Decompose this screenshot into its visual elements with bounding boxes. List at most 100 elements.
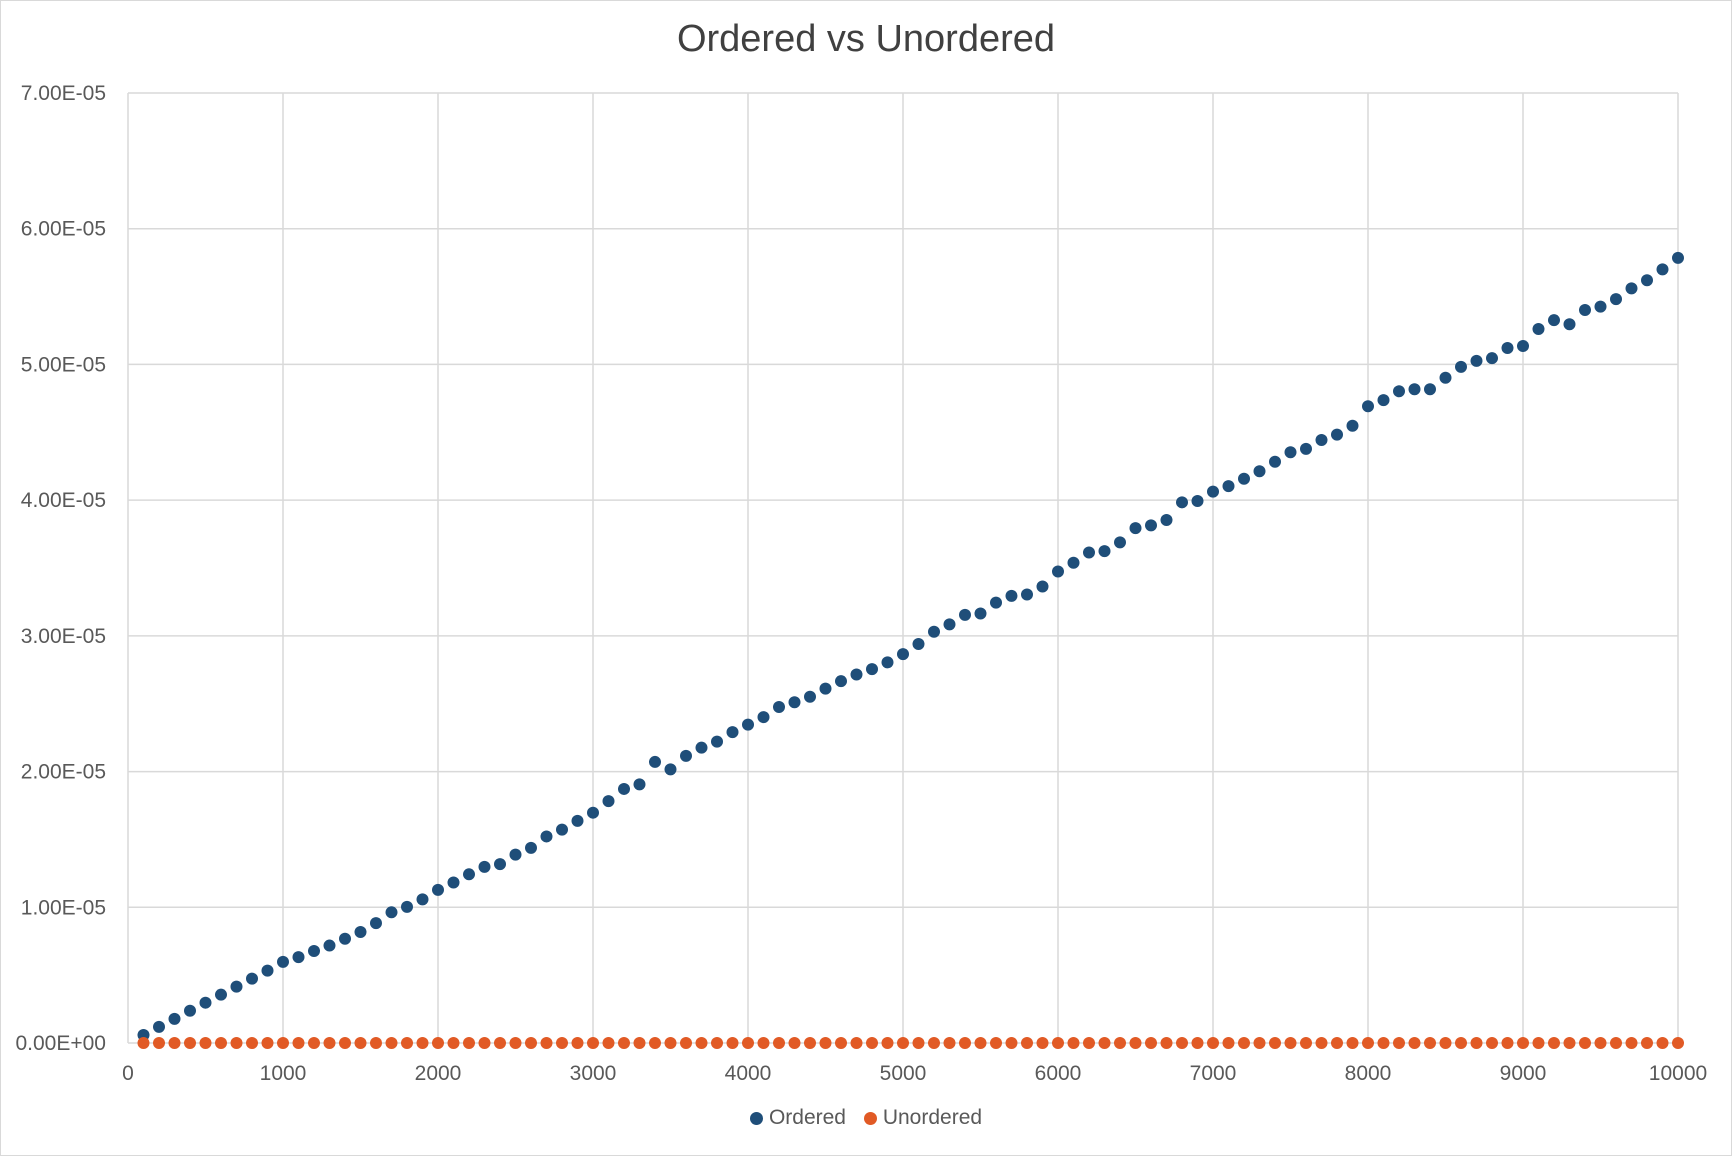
x-tick-label: 6000 (1035, 1062, 1082, 1085)
x-tick-label: 3000 (570, 1062, 617, 1085)
point-ordered (1067, 556, 1080, 569)
point-unordered (261, 1037, 274, 1049)
point-ordered (788, 696, 801, 709)
x-tick-label: 10000 (1649, 1062, 1707, 1085)
point-ordered (1517, 339, 1529, 352)
point-ordered (1098, 545, 1111, 558)
point-unordered (401, 1037, 413, 1049)
point-ordered (525, 841, 537, 854)
point-unordered (649, 1037, 661, 1049)
point-unordered (1114, 1037, 1126, 1049)
point-unordered (1160, 1037, 1173, 1049)
chart-title: Ordered vs Unordered (676, 18, 1056, 60)
point-unordered (354, 1037, 367, 1049)
point-unordered (1486, 1037, 1498, 1049)
point-ordered (1408, 383, 1421, 396)
point-unordered (1238, 1037, 1250, 1049)
y-tick-label: 4.00E-05 (21, 489, 106, 512)
point-unordered (866, 1037, 878, 1049)
point-unordered (1362, 1037, 1374, 1049)
point-ordered (649, 755, 661, 768)
point-ordered (385, 906, 398, 919)
y-axis-ticks: 0.00E+00 1.00E-05 2.00E-05 3.00E-05 4.00E-05… (15, 82, 106, 1055)
point-unordered (695, 1037, 708, 1049)
x-tick-label: 9000 (1500, 1062, 1547, 1085)
point-ordered (1532, 323, 1545, 336)
y-tick-label: 7.00E-05 (21, 82, 106, 105)
point-ordered (1579, 304, 1591, 317)
legend-label-unordered: Unordered (882, 1106, 983, 1129)
x-tick-label: 0 (122, 1062, 134, 1085)
point-unordered (1532, 1037, 1545, 1049)
point-ordered (184, 1004, 196, 1017)
point-unordered (339, 1037, 351, 1049)
point-ordered (1114, 536, 1126, 549)
point-unordered (819, 1037, 832, 1049)
point-unordered (1067, 1037, 1080, 1049)
point-ordered (1424, 383, 1436, 396)
point-ordered (1083, 546, 1095, 559)
point-ordered (1207, 485, 1219, 498)
y-tick-label: 0.00E+00 (15, 1032, 106, 1055)
point-ordered (897, 648, 909, 661)
point-ordered (618, 782, 630, 795)
point-unordered (974, 1037, 987, 1049)
point-unordered (525, 1037, 537, 1049)
point-ordered (974, 607, 987, 620)
point-ordered (556, 823, 568, 836)
point-unordered (1052, 1037, 1064, 1049)
point-ordered (587, 806, 599, 819)
point-ordered (401, 900, 413, 913)
point-unordered (1300, 1037, 1312, 1049)
point-ordered (432, 883, 444, 896)
point-ordered (695, 741, 708, 754)
point-unordered (680, 1037, 692, 1049)
point-unordered (1501, 1037, 1514, 1049)
point-ordered (199, 996, 212, 1009)
point-unordered (1021, 1037, 1033, 1049)
point-ordered (416, 893, 429, 906)
point-unordered (664, 1037, 677, 1049)
point-ordered (354, 925, 367, 938)
point-unordered (602, 1037, 615, 1049)
point-unordered (773, 1037, 785, 1049)
data-points (137, 251, 1684, 1049)
point-ordered (726, 726, 739, 739)
point-unordered (788, 1037, 801, 1049)
point-ordered (602, 795, 615, 808)
point-ordered (959, 608, 971, 621)
point-unordered (447, 1037, 460, 1049)
legend: Ordered Unordered (0, 1106, 1732, 1131)
point-unordered (633, 1037, 646, 1049)
point-ordered (1036, 580, 1049, 593)
point-unordered (1083, 1037, 1095, 1049)
y-tick-label: 5.00E-05 (21, 353, 106, 376)
point-ordered (215, 988, 227, 1001)
point-ordered (1439, 371, 1452, 384)
point-ordered (1625, 282, 1638, 295)
point-ordered (1315, 434, 1328, 447)
point-unordered (1176, 1037, 1188, 1049)
point-unordered (323, 1037, 336, 1049)
point-ordered (540, 830, 553, 843)
point-unordered (726, 1037, 739, 1049)
point-ordered (835, 675, 847, 688)
point-ordered (478, 860, 491, 873)
point-ordered (881, 656, 894, 669)
point-unordered (1408, 1037, 1421, 1049)
point-ordered (1145, 519, 1157, 532)
point-unordered (246, 1037, 258, 1049)
point-unordered (990, 1037, 1002, 1049)
point-ordered (1346, 419, 1359, 432)
point-unordered (1129, 1037, 1142, 1049)
point-unordered (1641, 1037, 1653, 1049)
point-unordered (587, 1037, 599, 1049)
point-ordered (1005, 589, 1018, 602)
point-unordered (1548, 1037, 1560, 1049)
legend-marker-ordered (749, 1111, 763, 1125)
legend-marker-unordered (863, 1111, 877, 1125)
point-unordered (1424, 1037, 1436, 1049)
point-unordered (494, 1037, 506, 1049)
x-tick-label: 7000 (1190, 1062, 1237, 1085)
point-ordered (1160, 513, 1173, 526)
